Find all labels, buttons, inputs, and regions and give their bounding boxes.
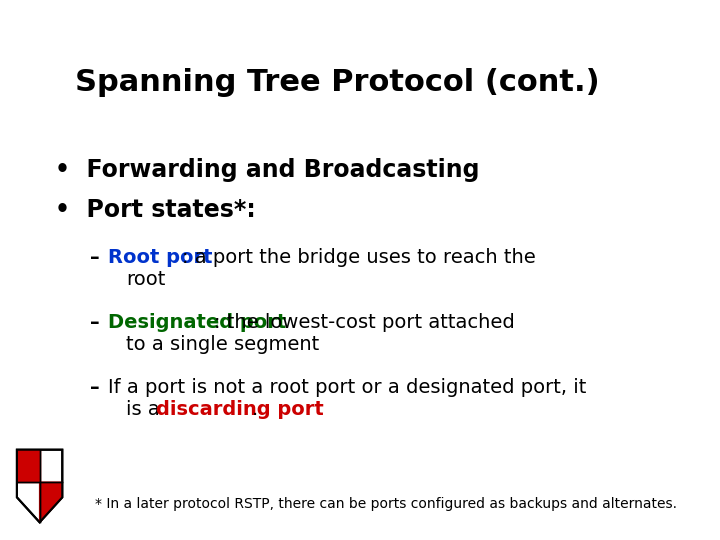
Text: discarding port: discarding port [156,400,324,419]
Text: •  Forwarding and Broadcasting: • Forwarding and Broadcasting [55,158,480,182]
PathPatch shape [17,450,63,522]
Text: root: root [126,270,166,289]
Text: Root port: Root port [108,248,212,267]
Text: –: – [90,248,99,267]
Text: to a single segment: to a single segment [126,335,319,354]
Text: If a port is not a root port or a designated port, it: If a port is not a root port or a design… [108,378,586,397]
Text: * In a later protocol RSTP, there can be ports configured as backups and alterna: * In a later protocol RSTP, there can be… [95,497,677,511]
Text: : the lowest-cost port attached: : the lowest-cost port attached [214,313,515,332]
Text: –: – [90,313,99,332]
Text: : a port the bridge uses to reach the: : a port the bridge uses to reach the [182,248,536,267]
Text: Designated port: Designated port [108,313,287,332]
Text: •  Port states*:: • Port states*: [55,198,256,222]
Polygon shape [40,482,63,522]
Text: –: – [90,378,99,397]
Text: is a: is a [126,400,166,419]
Text: .: . [252,400,258,419]
Text: Spanning Tree Protocol (cont.): Spanning Tree Protocol (cont.) [75,68,600,97]
Polygon shape [17,450,40,482]
